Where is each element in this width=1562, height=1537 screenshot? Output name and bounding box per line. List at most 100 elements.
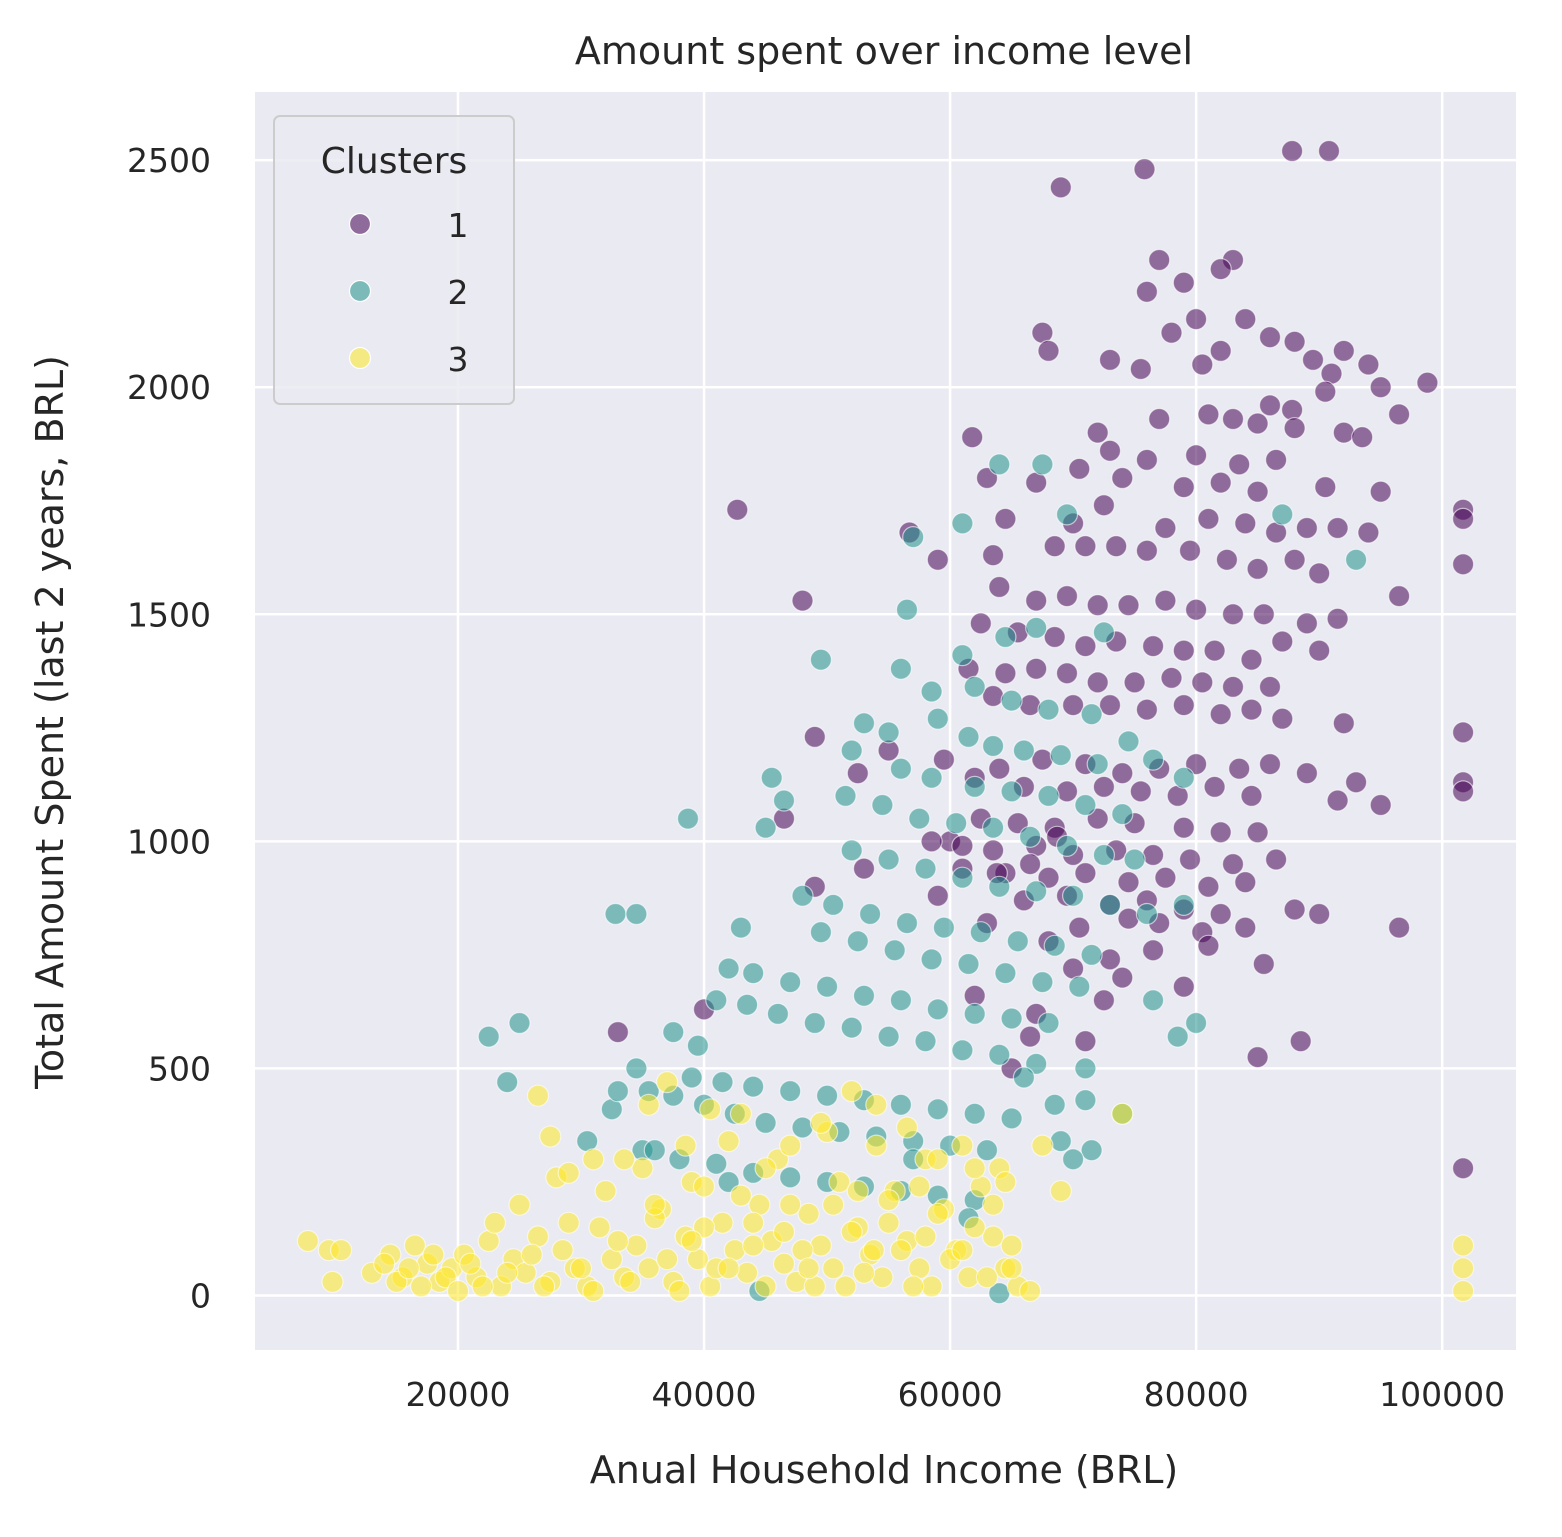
data-point — [1018, 1279, 1042, 1303]
data-point — [1369, 376, 1392, 399]
y-tick-label: 1000 — [127, 822, 211, 861]
data-point — [1141, 748, 1165, 771]
data-point — [1018, 693, 1042, 717]
data-point — [957, 1266, 980, 1289]
data-point — [754, 816, 777, 839]
data-point — [1000, 1007, 1023, 1030]
data-point — [1451, 1157, 1475, 1180]
data-point — [680, 1229, 703, 1253]
data-point — [1043, 535, 1066, 558]
data-point — [1203, 639, 1226, 662]
data-point — [1172, 893, 1195, 917]
data-point — [1234, 916, 1257, 939]
data-point — [1209, 339, 1232, 362]
data-point — [889, 657, 913, 680]
data-point — [889, 1093, 913, 1116]
legend-box — [273, 115, 515, 405]
data-point — [1105, 535, 1128, 558]
data-point — [926, 1098, 949, 1121]
data-point — [1117, 730, 1140, 753]
data-point — [676, 807, 700, 830]
data-point — [643, 1193, 666, 1216]
data-point — [1387, 403, 1411, 426]
data-point — [1387, 584, 1411, 608]
data-point — [1215, 548, 1239, 571]
data-point — [742, 961, 765, 985]
data-point — [994, 625, 1017, 649]
data-point — [729, 1184, 753, 1207]
data-point — [569, 1257, 593, 1280]
data-point — [902, 525, 925, 549]
data-point — [908, 1175, 931, 1198]
data-point — [1074, 634, 1097, 658]
data-point — [1037, 784, 1060, 808]
data-point — [729, 916, 753, 939]
data-point — [662, 1020, 685, 1044]
legend-marker — [348, 212, 372, 236]
data-point — [606, 1229, 630, 1253]
data-point — [1098, 893, 1122, 917]
data-point — [988, 453, 1011, 476]
data-point — [296, 1229, 319, 1253]
legend-label: 3 — [448, 340, 469, 379]
data-point — [981, 734, 1005, 758]
data-point — [1111, 802, 1134, 826]
data-point — [557, 1161, 580, 1185]
data-point — [865, 1134, 888, 1157]
data-point — [760, 766, 783, 789]
legend-entries: 1 2 3 — [348, 206, 469, 379]
data-point — [1049, 1179, 1072, 1203]
data-point — [1351, 426, 1374, 449]
data-point — [1326, 516, 1349, 540]
data-point — [809, 648, 833, 671]
data-point — [1172, 816, 1195, 839]
data-point — [1172, 693, 1195, 717]
data-point — [975, 1266, 999, 1289]
data-point — [735, 1261, 759, 1284]
data-point — [779, 1134, 802, 1157]
y-tick-label: 500 — [148, 1049, 211, 1088]
data-point — [539, 1125, 562, 1148]
data-point — [508, 1011, 531, 1035]
data-point — [1221, 603, 1245, 626]
data-point — [422, 1243, 445, 1266]
data-point — [373, 1252, 396, 1275]
data-point — [1043, 1093, 1066, 1116]
data-point — [1271, 630, 1294, 653]
data-point — [865, 1093, 888, 1116]
data-point — [655, 1248, 679, 1271]
data-point — [1111, 762, 1134, 785]
data-point — [1203, 775, 1226, 799]
data-point — [1317, 139, 1341, 163]
data-point — [1209, 902, 1232, 926]
data-point — [1197, 403, 1220, 426]
data-point — [403, 1234, 426, 1257]
data-point — [926, 548, 949, 571]
data-point — [1258, 675, 1282, 699]
data-point — [1178, 848, 1202, 871]
data-point — [1172, 476, 1195, 499]
x-tick-label: 100000 — [1379, 1375, 1505, 1414]
data-point — [834, 1275, 857, 1298]
data-point — [920, 830, 943, 853]
data-point — [1295, 612, 1319, 635]
data-point — [1283, 417, 1306, 440]
data-point — [920, 766, 943, 789]
data-point — [1000, 1234, 1023, 1257]
data-point — [604, 902, 627, 926]
legend: Clusters 1 2 3 — [273, 115, 515, 405]
y-tick-label: 0 — [190, 1277, 211, 1316]
data-point — [1209, 703, 1232, 726]
data-point — [961, 426, 984, 449]
data-point — [822, 1193, 845, 1216]
data-point — [1209, 258, 1232, 281]
data-point — [1209, 471, 1232, 494]
data-point — [1117, 907, 1140, 930]
data-point — [1068, 457, 1091, 480]
data-point — [902, 1275, 925, 1298]
data-point — [1246, 412, 1269, 435]
data-point — [957, 725, 980, 749]
data-point — [1258, 326, 1282, 349]
data-point — [963, 1102, 986, 1125]
